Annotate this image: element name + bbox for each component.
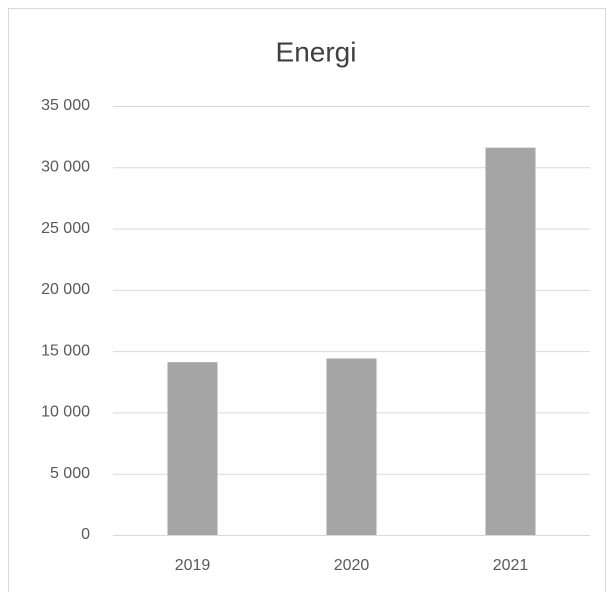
y-tick-label: 25 000	[41, 220, 90, 237]
y-tick-label: 5 000	[50, 465, 90, 482]
bar	[167, 362, 218, 535]
x-tick-label: 2020	[334, 557, 370, 574]
bar	[485, 147, 536, 535]
chart-title: Energi	[276, 36, 357, 67]
y-tick-label: 30 000	[41, 159, 90, 176]
y-tick-label: 20 000	[41, 281, 90, 298]
x-tick-label: 2019	[175, 557, 211, 574]
y-tick-label: 15 000	[41, 342, 90, 359]
y-tick-label: 10 000	[41, 404, 90, 421]
bar	[326, 358, 377, 535]
y-tick-label: 0	[81, 526, 90, 543]
y-tick-label: 35 000	[41, 97, 90, 114]
x-tick-label: 2021	[493, 557, 529, 574]
